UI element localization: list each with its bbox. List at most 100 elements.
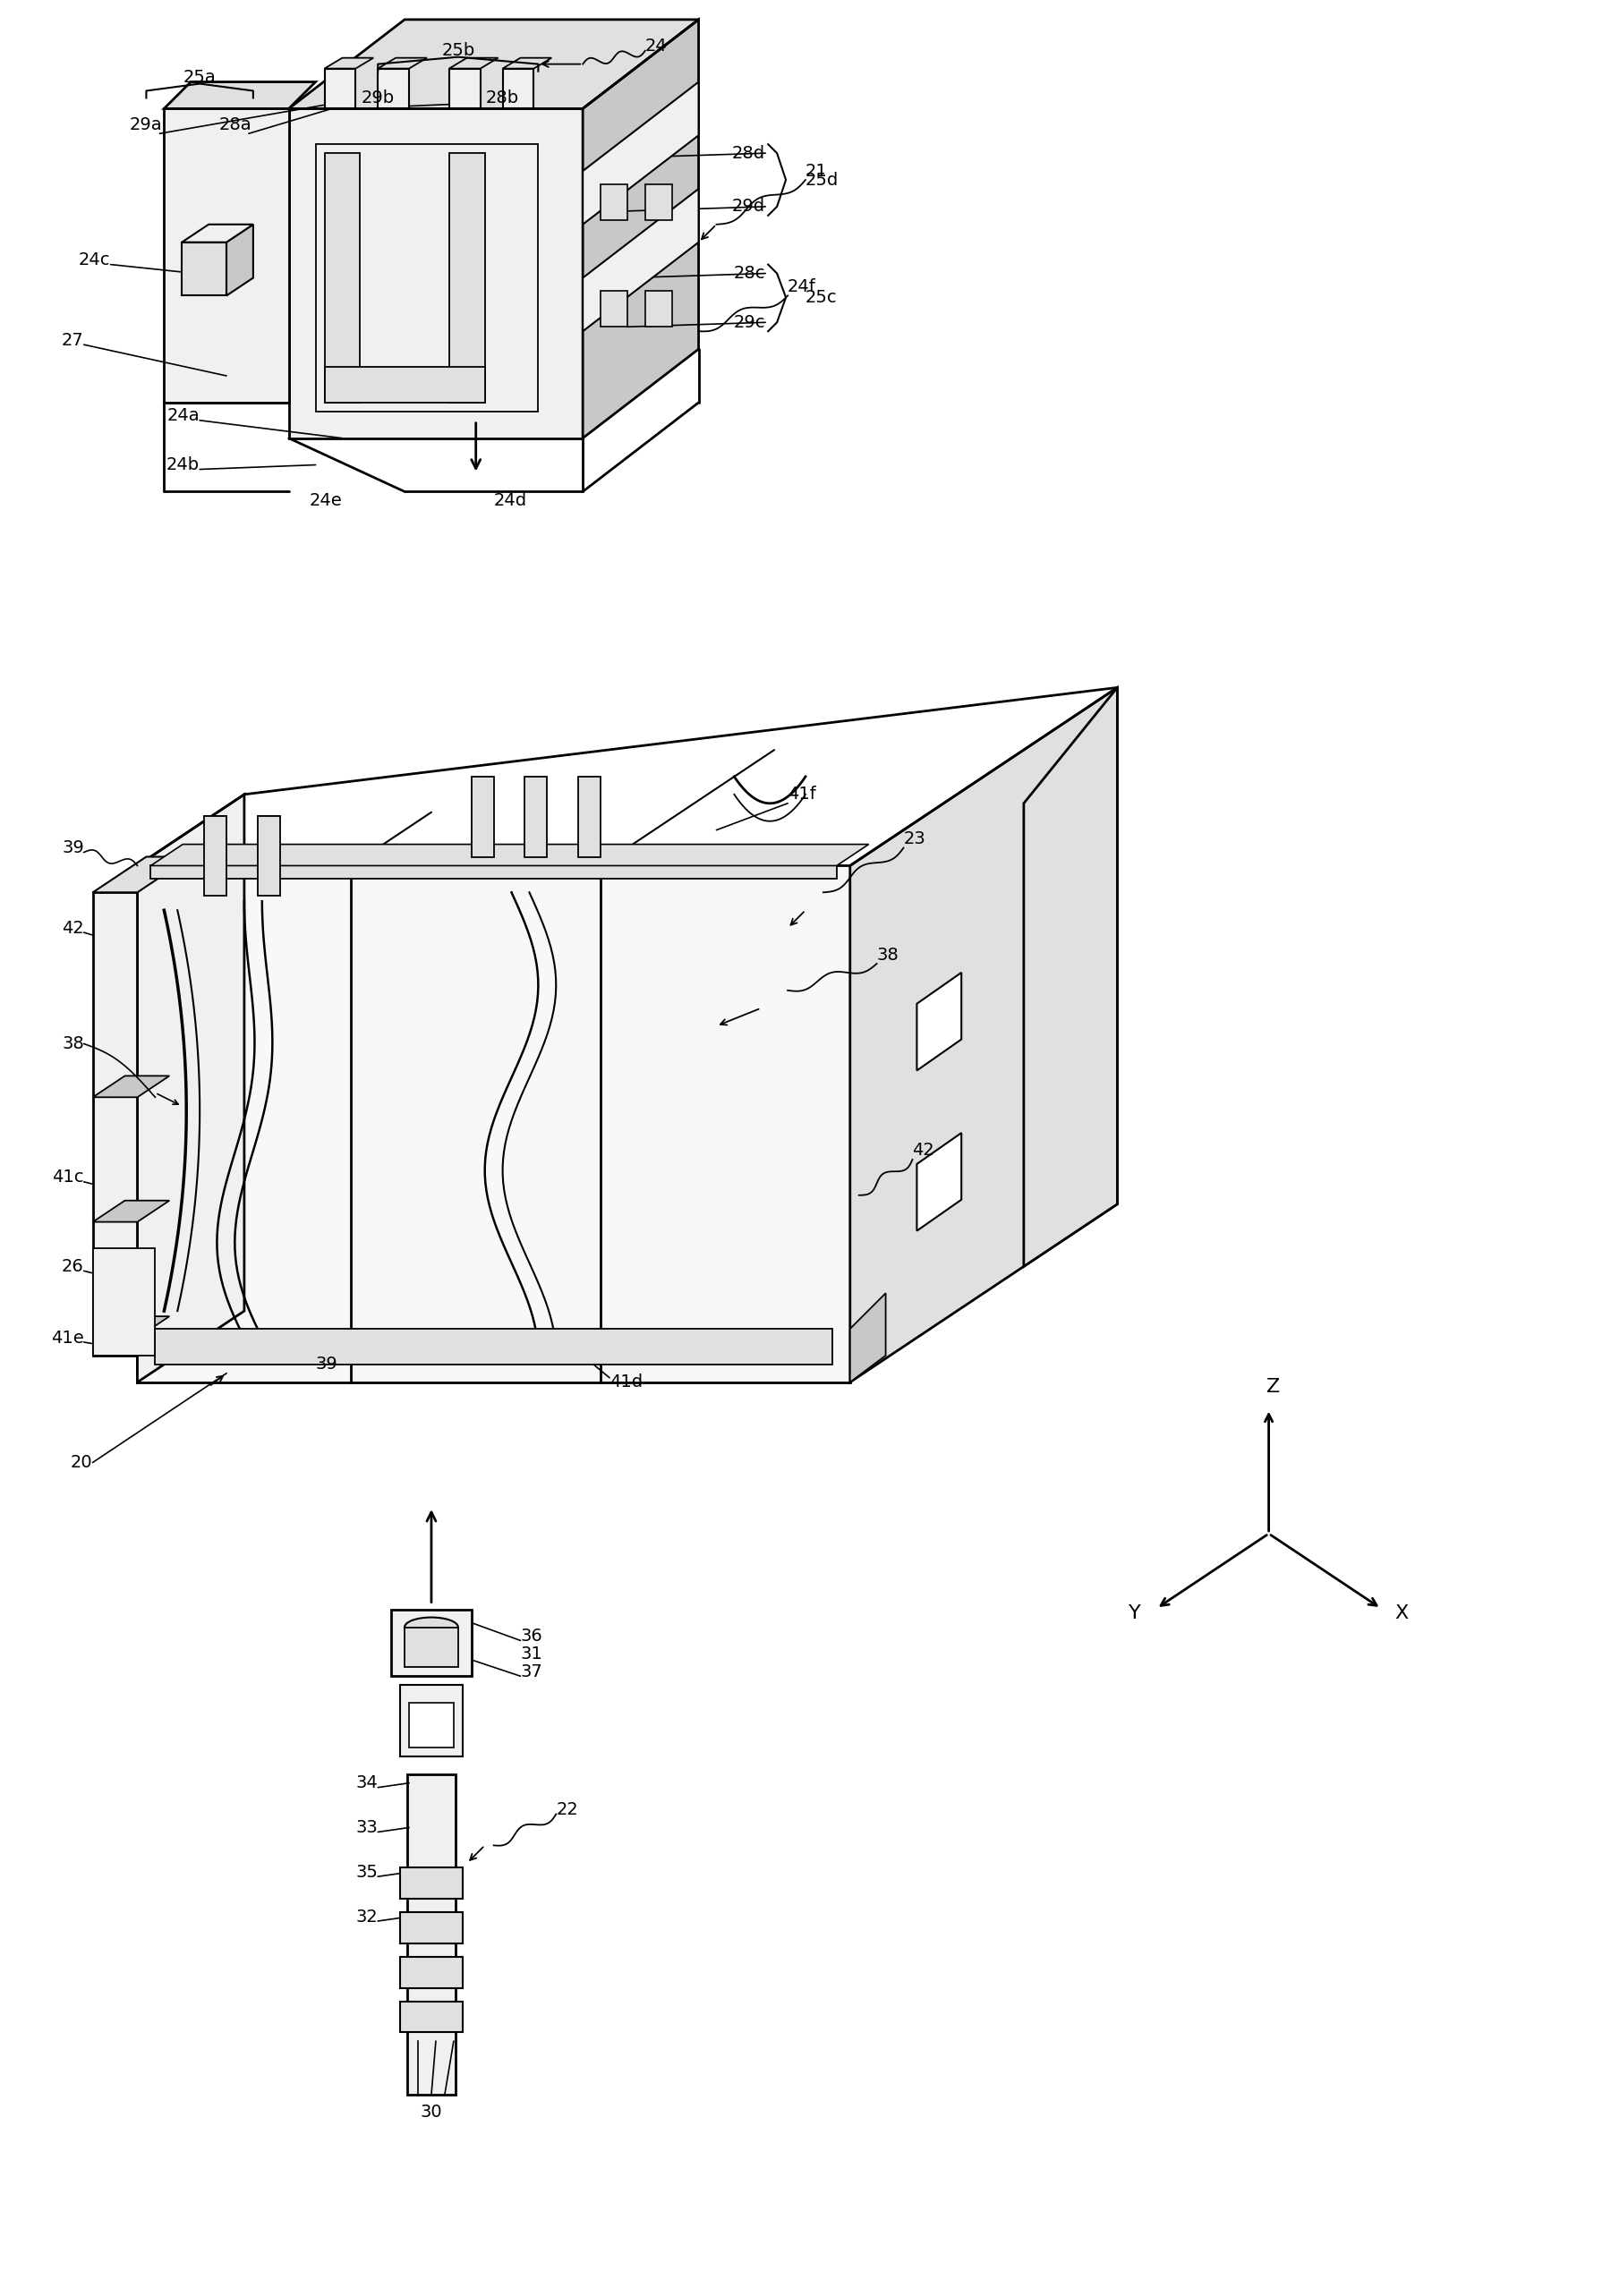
Text: 24d: 24d [493, 491, 527, 510]
Text: 34: 34 [356, 1775, 379, 1791]
Text: 30: 30 [420, 2103, 443, 2122]
Polygon shape [391, 1609, 472, 1676]
Text: 39: 39 [316, 1357, 338, 1373]
Text: 31: 31 [520, 1646, 543, 1662]
Polygon shape [164, 108, 288, 402]
Polygon shape [583, 21, 699, 439]
Polygon shape [917, 1132, 962, 1231]
Polygon shape [601, 184, 627, 220]
Text: 28d: 28d [731, 145, 765, 161]
Polygon shape [137, 866, 851, 1382]
Polygon shape [155, 1329, 833, 1364]
Polygon shape [583, 188, 699, 331]
Text: 26: 26 [61, 1258, 84, 1274]
Text: 36: 36 [520, 1628, 543, 1644]
Polygon shape [93, 1201, 169, 1221]
Polygon shape [324, 57, 374, 69]
Text: 41d: 41d [609, 1373, 643, 1391]
Text: 24: 24 [644, 37, 667, 55]
Text: 41c: 41c [52, 1169, 84, 1187]
Text: Y: Y [1128, 1605, 1141, 1621]
Polygon shape [404, 1628, 458, 1667]
Text: X: X [1395, 1605, 1408, 1621]
Text: 28a: 28a [219, 117, 251, 133]
Text: 29a: 29a [130, 117, 163, 133]
Polygon shape [400, 2002, 462, 2032]
Polygon shape [288, 108, 583, 439]
Text: 24f: 24f [788, 278, 817, 296]
Polygon shape [93, 1316, 169, 1339]
Text: 35: 35 [356, 1864, 379, 1880]
Polygon shape [525, 776, 548, 856]
Polygon shape [258, 815, 280, 895]
Polygon shape [400, 1956, 462, 1988]
Text: 32: 32 [356, 1908, 379, 1924]
Text: 22: 22 [556, 1802, 578, 1818]
Polygon shape [182, 225, 253, 241]
Polygon shape [851, 1293, 886, 1382]
Polygon shape [379, 69, 409, 108]
Polygon shape [644, 292, 672, 326]
Polygon shape [151, 845, 868, 866]
Polygon shape [227, 225, 253, 296]
Text: 24e: 24e [309, 491, 342, 510]
Polygon shape [400, 1913, 462, 1942]
Text: 38: 38 [61, 1035, 84, 1052]
Text: 25b: 25b [441, 41, 475, 60]
Polygon shape [182, 241, 227, 296]
Text: 41e: 41e [52, 1329, 84, 1345]
Polygon shape [400, 1685, 462, 1756]
Polygon shape [93, 893, 137, 1355]
Text: 25d: 25d [806, 172, 839, 188]
Polygon shape [324, 154, 361, 402]
Text: 24b: 24b [166, 457, 200, 473]
Text: 29c: 29c [733, 315, 765, 331]
Text: 25c: 25c [806, 289, 838, 305]
Text: 20: 20 [71, 1453, 93, 1472]
Ellipse shape [404, 1616, 458, 1637]
Polygon shape [151, 866, 836, 879]
Polygon shape [93, 1077, 169, 1097]
Text: 29d: 29d [731, 197, 765, 216]
Text: 28c: 28c [733, 264, 765, 282]
Text: 24a: 24a [168, 406, 200, 425]
Polygon shape [408, 1775, 456, 2094]
Polygon shape [472, 776, 493, 856]
Text: 27: 27 [61, 331, 84, 349]
Polygon shape [644, 184, 672, 220]
Polygon shape [503, 57, 551, 69]
Text: 23: 23 [904, 831, 926, 847]
Polygon shape [583, 83, 699, 225]
Polygon shape [164, 83, 316, 108]
Text: 41f: 41f [788, 785, 817, 804]
Polygon shape [400, 1867, 462, 1899]
Polygon shape [379, 57, 427, 69]
Polygon shape [93, 856, 190, 893]
Text: 33: 33 [356, 1818, 379, 1837]
Text: 28b: 28b [487, 90, 519, 106]
Polygon shape [449, 154, 485, 402]
Polygon shape [578, 776, 601, 856]
Polygon shape [449, 69, 480, 108]
Polygon shape [324, 367, 485, 402]
Text: 38: 38 [876, 946, 899, 964]
Polygon shape [324, 69, 356, 108]
Polygon shape [137, 794, 245, 1382]
Polygon shape [917, 974, 962, 1070]
Text: 25a: 25a [184, 69, 216, 85]
Polygon shape [449, 57, 498, 69]
Polygon shape [1023, 687, 1118, 1267]
Polygon shape [205, 815, 227, 895]
Polygon shape [601, 292, 627, 326]
Polygon shape [93, 1249, 155, 1355]
Text: 39: 39 [61, 840, 84, 856]
Text: 37: 37 [520, 1662, 543, 1681]
Text: 42: 42 [61, 918, 84, 937]
Polygon shape [288, 21, 699, 108]
Text: 24c: 24c [79, 253, 111, 269]
Text: 21: 21 [806, 163, 828, 179]
Text: 42: 42 [912, 1141, 934, 1159]
Text: 29b: 29b [361, 90, 395, 106]
Polygon shape [851, 687, 1118, 1382]
Polygon shape [409, 1704, 454, 1747]
